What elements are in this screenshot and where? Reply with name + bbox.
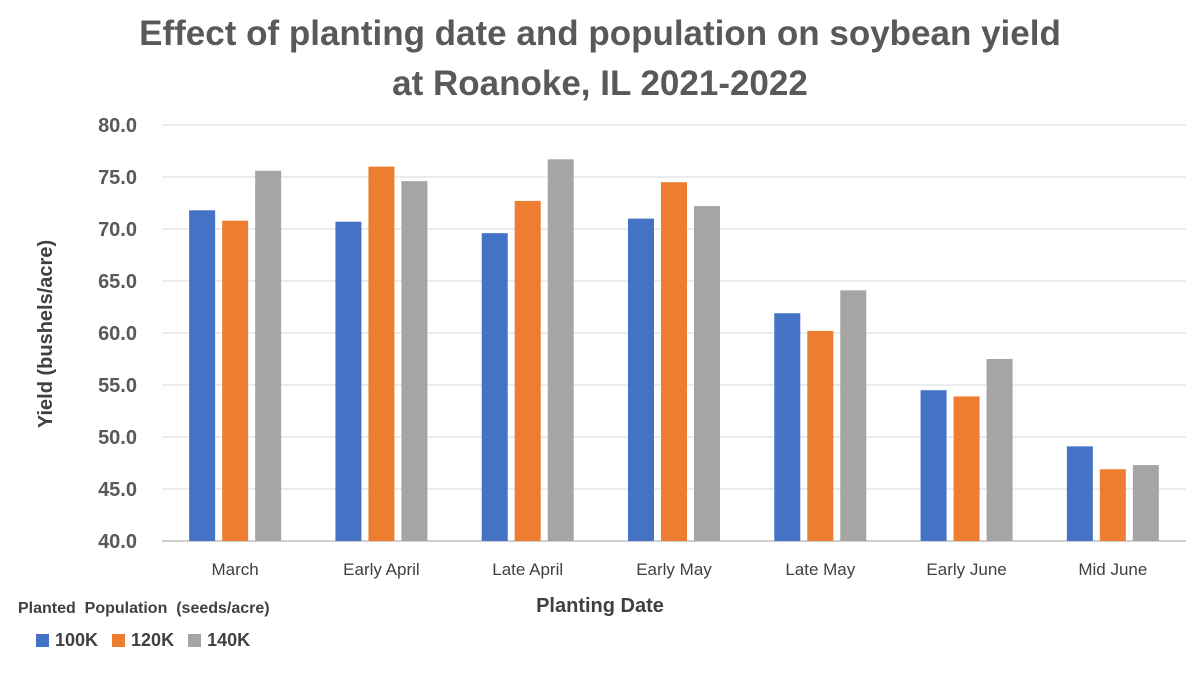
legend-swatch [112,634,126,647]
bar-120k-early-may [661,182,687,541]
x-tick-label: Early May [636,560,712,579]
bar-120k-late-may [807,330,834,541]
bar-100k-late-april [481,233,508,541]
legend-swatch [36,634,49,647]
x-tick-label: Early April [343,560,420,579]
x-tick-labels: March Early April Late April Early May Late … [212,560,1148,579]
x-tick-label: Late May [785,560,855,579]
bar-140k-late-april [547,159,574,541]
y-tick-label: 75.0 [98,167,137,189]
bar-140k-early-may [694,206,720,541]
bar-100k-early-june [920,390,947,541]
legend-item-120k: 120K [112,630,174,651]
y-tick-label: 80.0 [98,115,137,137]
bar-120k-march [222,220,249,541]
legend-item-100k: 100K [36,630,98,651]
x-tick-label: Early June [926,560,1006,579]
y-tick-label: 45.0 [98,479,137,501]
x-tick-label: March [212,560,259,579]
bar-140k-mid-june [1132,465,1159,541]
x-tick-label: Late April [492,560,563,579]
bar-140k-late-may [840,290,867,541]
bar-120k-late-april [514,200,541,542]
bar-120k-early-june [953,396,980,541]
bar-120k-early-april [368,166,395,541]
bar-100k-early-may [628,218,654,541]
y-tick-label: 70.0 [98,219,137,241]
legend-item-140k: 140K [188,630,250,651]
y-tick-label: 55.0 [98,375,137,397]
bar-100k-early-april [335,221,362,541]
bars [189,159,1159,542]
bar-100k-march [189,210,216,541]
chart-subtitle: at Roanoke, IL 2021-2022 [392,64,808,103]
y-tick-label: 40.0 [98,531,137,553]
bar-100k-mid-june [1066,446,1093,541]
legend-label: 120K [131,630,175,650]
bar-140k-march [255,170,282,541]
chart-title: Effect of planting date and population o… [139,14,1061,53]
y-tick-label: 50.0 [98,427,137,449]
bar-100k-late-may [774,313,801,541]
bar-120k-mid-june [1099,469,1126,541]
legend: 100K 120K 140K [36,630,250,651]
y-tick-label: 60.0 [98,323,137,345]
legend-label: 100K [55,630,99,650]
bar-140k-early-june [986,359,1013,541]
bar-140k-early-april [401,181,428,541]
legend-label: 140K [207,630,251,650]
x-tick-label: Mid June [1078,560,1147,579]
y-tick-label: 65.0 [98,271,137,293]
y-tick-labels: 40.0 45.0 50.0 55.0 60.0 65.0 70.0 75.0 80.0 [98,115,137,553]
y-axis-title: Yield (bushels/acre) [35,240,57,428]
x-axis-title: Planting Date [536,595,664,617]
legend-swatch [188,634,202,647]
legend-title: Planted Population (seeds/acre) [18,600,270,617]
